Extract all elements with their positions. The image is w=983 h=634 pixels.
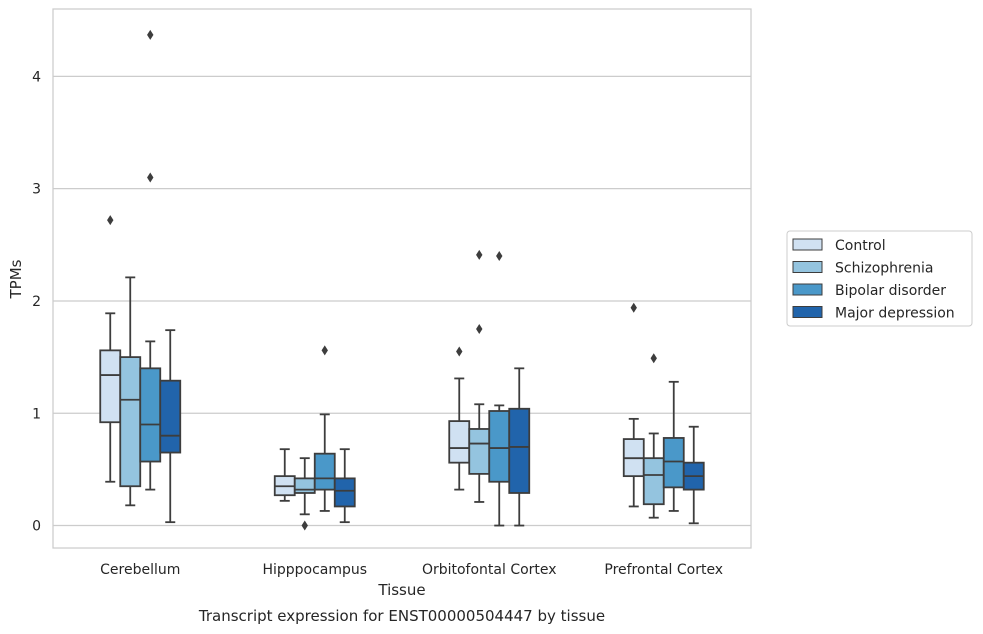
box: [642, 457, 665, 506]
outlier-point: [476, 249, 483, 260]
outlier-point: [650, 353, 657, 364]
outlier-point: [147, 29, 154, 40]
box: [313, 452, 336, 491]
legend-swatch: [792, 306, 823, 318]
legend-label: Bipolar disorder: [835, 283, 946, 299]
box-group: [642, 353, 665, 519]
legend-swatch: [792, 238, 823, 251]
y-axis-ticks: 0 1 2 3 4: [32, 69, 41, 534]
box: [448, 420, 471, 464]
legend-frame: [786, 230, 973, 327]
legend-label: Control: [835, 238, 886, 254]
x-axis-title: Tissue: [377, 581, 425, 599]
box: [333, 477, 356, 508]
outlier-point: [476, 324, 483, 335]
x-tick-label: Cerebellum: [100, 562, 180, 578]
box-plot-marks: [99, 29, 705, 531]
outlier-point: [321, 345, 328, 356]
box-group: [99, 215, 122, 483]
y-tick-label: 4: [32, 69, 41, 85]
x-axis-ticks: Cerebellum Hipppocampus Orbitofontal Corte…: [100, 562, 723, 578]
y-tick-label: 0: [32, 519, 41, 535]
x-tick-label: Prefrontal Cortex: [604, 562, 723, 578]
box: [508, 407, 531, 494]
box-group: [159, 329, 182, 524]
legend: Control Schizophrenia Bipolar disorder Majo…: [786, 230, 973, 327]
legend-label: Schizophrenia: [835, 261, 933, 277]
box-group: [313, 345, 336, 512]
box-group: [448, 346, 471, 491]
box: [139, 367, 162, 463]
box-group: [333, 448, 356, 524]
outlier-point: [147, 172, 154, 183]
y-tick-label: 1: [32, 406, 41, 422]
box: [293, 477, 316, 494]
box-group: [622, 302, 645, 508]
box-group: [508, 367, 531, 527]
outlier-point: [496, 251, 503, 262]
box-group: [139, 29, 162, 491]
outlier-point: [456, 346, 463, 357]
legend-swatch: [792, 261, 823, 273]
box-group: [488, 251, 511, 527]
outlier-point: [301, 520, 308, 531]
chart-caption: Transcript expression for ENST0000050444…: [198, 607, 605, 625]
box: [468, 428, 491, 475]
legend-swatch: [792, 283, 823, 296]
box-group: [662, 380, 685, 512]
box: [662, 437, 685, 489]
box-group: [293, 457, 316, 531]
box-group: [273, 448, 296, 502]
y-tick-label: 2: [32, 294, 41, 310]
box: [488, 410, 511, 483]
outlier-point: [107, 215, 114, 226]
box-group: [682, 425, 705, 525]
box: [159, 379, 182, 454]
box: [99, 349, 122, 424]
y-axis-title: TPMs: [7, 259, 25, 299]
plot-frame: [52, 8, 752, 549]
x-tick-label: Hipppocampus: [262, 562, 367, 578]
outlier-point: [630, 302, 637, 313]
x-tick-label: Orbitofontal Cortex: [422, 562, 557, 578]
box: [119, 356, 142, 488]
y-tick-label: 3: [32, 182, 41, 198]
legend-label: Major depression: [835, 306, 955, 322]
box-group: [468, 249, 491, 503]
box-group: [119, 276, 142, 507]
